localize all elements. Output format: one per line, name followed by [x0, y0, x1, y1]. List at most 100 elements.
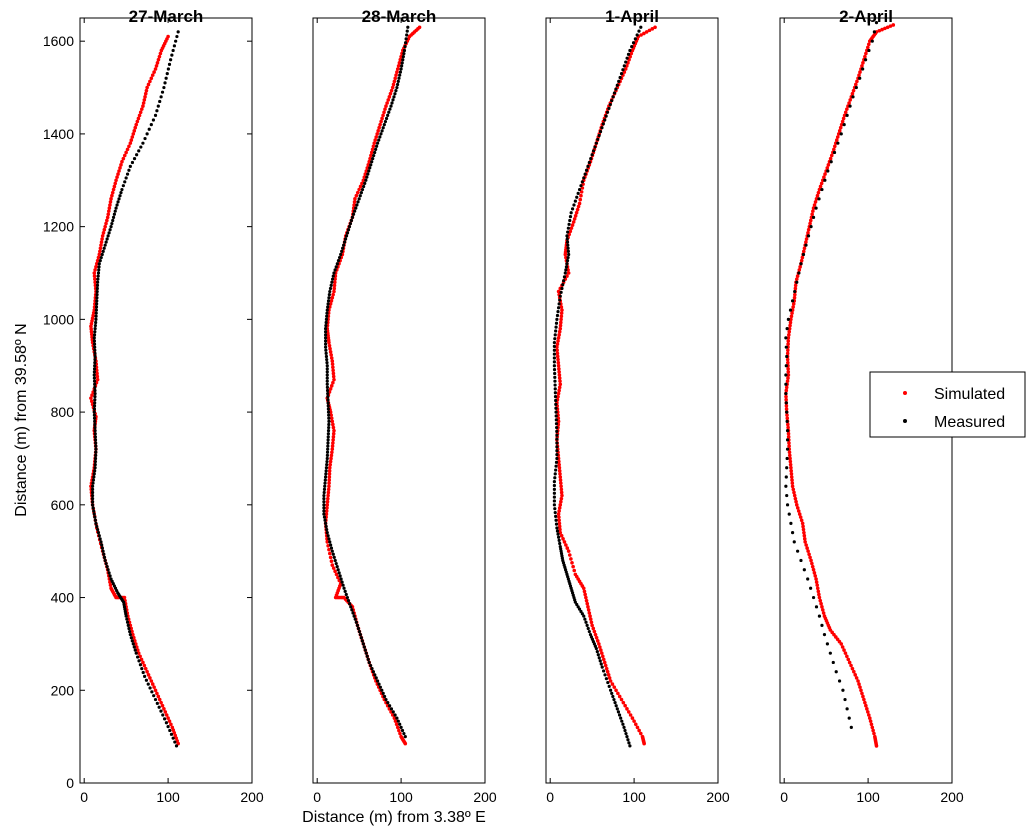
- data-point: [554, 321, 559, 325]
- data-point: [380, 116, 384, 121]
- data-point: [332, 271, 336, 275]
- data-point: [568, 218, 572, 223]
- data-point: [552, 367, 557, 372]
- data-point: [626, 738, 630, 742]
- data-point: [854, 85, 858, 90]
- data-point: [556, 360, 561, 365]
- data-point: [605, 110, 610, 114]
- data-point: [325, 308, 329, 312]
- panel-3-axes: [545, 17, 719, 784]
- data-point: [588, 633, 593, 637]
- data-point: [327, 472, 332, 476]
- data-point: [323, 339, 328, 343]
- data-point: [331, 422, 335, 427]
- data-point: [328, 350, 333, 354]
- data-point: [821, 611, 826, 615]
- data-point: [326, 391, 330, 396]
- data-point: [874, 21, 879, 25]
- data-point: [624, 60, 628, 64]
- data-point: [145, 85, 149, 90]
- data-point: [788, 456, 792, 461]
- data-point: [610, 691, 614, 695]
- data-point: [598, 129, 603, 134]
- data-point: [607, 676, 612, 680]
- data-point: [393, 76, 398, 81]
- data-point: [555, 342, 560, 346]
- data-point: [107, 209, 111, 213]
- legend-box: [869, 371, 1026, 438]
- data-point: [347, 225, 352, 229]
- data-point: [616, 710, 621, 714]
- data-point: [404, 37, 408, 41]
- data-point: [555, 449, 559, 453]
- data-point: [566, 226, 570, 230]
- data-point: [330, 563, 335, 567]
- data-point: [327, 551, 332, 556]
- data-point: [130, 629, 134, 634]
- data-point: [103, 558, 107, 563]
- data-point: [113, 209, 117, 213]
- x-tick-label: 100: [389, 789, 413, 805]
- data-point: [786, 336, 791, 340]
- data-point: [89, 327, 93, 331]
- data-point: [785, 416, 790, 421]
- data-point: [589, 157, 593, 161]
- data-point: [95, 524, 99, 529]
- data-point: [355, 203, 359, 207]
- data-point: [397, 61, 402, 65]
- data-point: [131, 632, 135, 637]
- data-point: [390, 101, 394, 105]
- data-point: [93, 466, 97, 470]
- data-point: [595, 639, 600, 643]
- data-point: [115, 175, 119, 179]
- data-point: [346, 228, 351, 232]
- data-point: [847, 101, 851, 105]
- data-point: [95, 258, 100, 263]
- data-point: [326, 305, 330, 309]
- data-point: [787, 444, 791, 448]
- data-point: [560, 286, 564, 291]
- data-point: [325, 314, 329, 318]
- data-point: [330, 359, 335, 363]
- data-point: [552, 352, 556, 356]
- data-point: [555, 437, 559, 441]
- data-point: [559, 311, 564, 315]
- data-point: [90, 393, 94, 397]
- data-point: [148, 79, 152, 84]
- data-point: [103, 224, 107, 229]
- data-point: [797, 512, 802, 516]
- data-point: [327, 293, 331, 297]
- data-point: [141, 141, 145, 145]
- data-point: [349, 218, 354, 223]
- data-point: [793, 289, 797, 294]
- data-point: [94, 441, 98, 445]
- data-point: [384, 116, 389, 121]
- data-point: [613, 701, 617, 705]
- data-point: [588, 614, 592, 618]
- data-point: [392, 716, 397, 720]
- data-point: [389, 104, 393, 108]
- data-point: [866, 42, 871, 47]
- data-point: [325, 382, 329, 386]
- data-point: [354, 620, 358, 624]
- data-point: [93, 364, 97, 368]
- data-point: [857, 73, 861, 77]
- data-point: [92, 370, 97, 374]
- data-point: [561, 537, 565, 541]
- data-point: [559, 305, 564, 309]
- data-point: [628, 54, 632, 59]
- data-point: [325, 364, 329, 368]
- data-point: [786, 422, 790, 427]
- data-point: [850, 91, 855, 96]
- data-point: [400, 728, 405, 733]
- data-point: [822, 175, 826, 179]
- data-point: [639, 731, 643, 736]
- data-point: [332, 283, 337, 288]
- data-point: [326, 493, 330, 498]
- data-point: [364, 651, 368, 655]
- panel-2-title: 28-March: [362, 7, 437, 26]
- data-point: [153, 688, 158, 693]
- data-point: [377, 138, 381, 142]
- data-point: [96, 277, 100, 281]
- data-point: [861, 61, 865, 65]
